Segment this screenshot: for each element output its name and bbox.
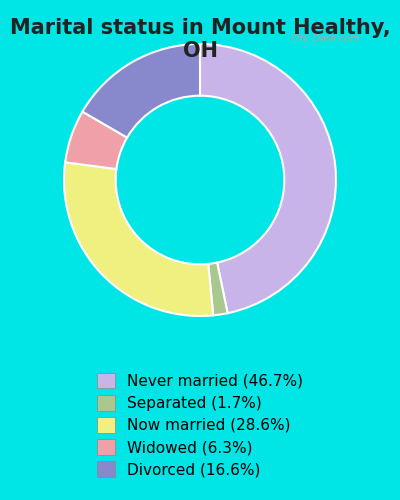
Legend: Never married (46.7%), Separated (1.7%), Now married (28.6%), Widowed (6.3%), Di: Never married (46.7%), Separated (1.7%),…	[89, 365, 311, 485]
Wedge shape	[64, 162, 213, 316]
Wedge shape	[200, 44, 336, 313]
Wedge shape	[208, 262, 228, 316]
Text: City-Data.com: City-Data.com	[290, 34, 360, 44]
Text: Marital status in Mount Healthy, OH: Marital status in Mount Healthy, OH	[10, 18, 390, 60]
Wedge shape	[82, 44, 200, 138]
Wedge shape	[65, 112, 127, 169]
